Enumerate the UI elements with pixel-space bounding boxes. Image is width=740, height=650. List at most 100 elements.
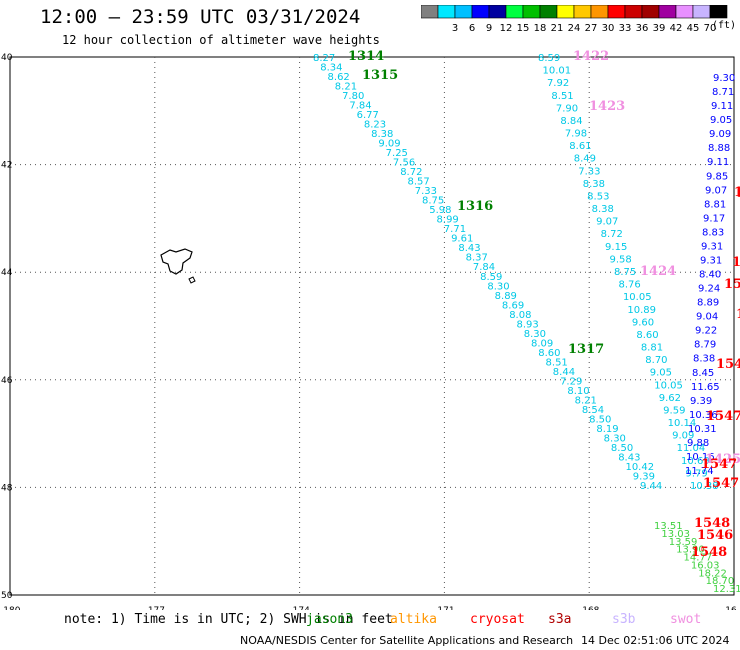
swh-value-label: 8.75 (422, 196, 444, 207)
lat-tick-label: 48 (1, 483, 13, 493)
swh-value-label: 7.56 (393, 158, 415, 169)
swh-value-label: 8.43 (618, 452, 640, 463)
swh-value-label: 9.61 (451, 234, 473, 245)
lon-tick-label: -16 (722, 606, 737, 610)
pass-number-label: 1425 (705, 452, 740, 467)
swh-value-label: 8.37 (466, 253, 488, 264)
swh-value-label: 7.80 (342, 91, 364, 102)
swh-value-label: 8.53 (587, 191, 609, 202)
pass-number-label: 154 (732, 255, 740, 270)
swh-value-label: 8.30 (524, 329, 546, 340)
swh-value-label: 8.62 (328, 72, 350, 83)
swh-value-label: 8.88 (708, 143, 730, 154)
swh-value-label: 7.84 (349, 101, 371, 112)
swh-value-label: 8.72 (400, 167, 422, 178)
swh-value-label: 9.59 (663, 405, 685, 416)
swh-value-label: 8.51 (551, 91, 573, 102)
colorbar-tick-label: 21 (551, 23, 564, 34)
pass-number-label: 1316 (457, 199, 493, 214)
colorbar-tick-label: 6 (469, 23, 475, 34)
swh-value-label: 10.36 (689, 410, 718, 421)
mission-altika: altika (390, 612, 437, 627)
credit-line: NOAA/NESDIS Center for Satellite Applica… (240, 634, 574, 647)
swh-value-label: 18.22 (698, 568, 727, 579)
swh-value-label: 7.84 (473, 262, 495, 273)
swh-value-label: 9.05 (710, 115, 732, 126)
colorbar-tick-label: 70 (704, 23, 717, 34)
swh-value-label: 9.22 (695, 326, 717, 337)
generated-date: 14 Dec 02:51:06 UTC 2024 (581, 634, 730, 647)
swh-value-label: 8.99 (437, 215, 459, 226)
mission-cryosat: cryosat (470, 612, 525, 627)
swh-value-label: 7.29 (560, 376, 582, 387)
swh-value-label: 9.17 (703, 213, 725, 224)
swh-value-label: 8.60 (538, 348, 560, 359)
swh-value-label: 8.51 (546, 357, 568, 368)
pass-number-label: 1548 (694, 516, 730, 531)
colorbar-tick-label: 18 (534, 23, 547, 34)
mission-s3b: s3b (612, 612, 636, 627)
swh-value-label: 8.21 (335, 82, 357, 93)
swh-value-label: 18.70 (706, 576, 735, 587)
swh-value-label: 10.89 (627, 305, 656, 316)
swh-value-label: 8.59 (538, 53, 560, 64)
swh-value-label: 13.90 (676, 545, 705, 556)
swh-value-label: 9.09 (709, 129, 731, 140)
pass-number-label: 154 (736, 307, 740, 322)
colorbar-tick-label: 12 (500, 23, 513, 34)
lat-tick-label: 42 (1, 161, 12, 171)
pass-number-label: 1548 (691, 545, 727, 560)
pass-number-label: 154 (716, 357, 740, 372)
swh-value-label: 8.40 (699, 270, 721, 281)
swh-value-label: 9.88 (687, 438, 709, 449)
swh-value-label: 9.09 (378, 139, 400, 150)
colorbar-tick-label: 45 (687, 23, 700, 34)
mission-swot: swot (670, 612, 702, 627)
swh-value-label: 8.75 (614, 267, 636, 278)
swh-value-label: 8.30 (604, 433, 626, 444)
swh-value-label: 10.38 (690, 481, 719, 492)
swh-value-label: 9.39 (633, 471, 655, 482)
swh-value-label: 8.89 (495, 291, 517, 302)
swh-value-label: 7.90 (556, 103, 578, 114)
colorbar-tick-label: 3 (452, 23, 458, 34)
swh-value-label: 9.11 (711, 101, 733, 112)
swh-value-label: 9.31 (700, 255, 722, 266)
swh-value-label: 10.42 (625, 462, 654, 473)
swh-value-label: 8.83 (702, 227, 724, 238)
swh-value-label: 7.33 (415, 186, 437, 197)
swh-value-label: 10.31 (688, 424, 717, 435)
colorbar-tick-label: 27 (585, 23, 598, 34)
swh-value-label: 8.38 (371, 129, 393, 140)
swh-value-label: 8.21 (575, 395, 597, 406)
swh-value-label: 8.54 (582, 405, 604, 416)
colorbar-swatch (709, 5, 728, 19)
swh-value-label: 9.24 (698, 284, 720, 295)
mission-jason3: jason3 (306, 612, 353, 627)
swh-value-label: 7.33 (578, 166, 600, 177)
pass-number-label: 1547 (701, 457, 737, 472)
pass-number-label: 1423 (589, 99, 625, 114)
pass-number-label: 1546 (697, 528, 733, 543)
swh-value-label: 8.09 (531, 338, 553, 349)
wave-height-map: -180-177-174-171-168-164042444648508.278… (0, 49, 740, 610)
colorbar-tick-label: 30 (602, 23, 615, 34)
swh-value-label: 16.03 (691, 560, 720, 571)
lat-tick-label: 46 (1, 376, 13, 386)
lat-tick-label: 40 (1, 53, 13, 63)
swh-value-label: 11.65 (691, 382, 720, 393)
swh-value-label: 7.25 (386, 148, 408, 159)
colorbar-tick-label: 9 (486, 23, 492, 34)
swh-value-label: 8.27 (313, 53, 335, 64)
swh-value-label: 8.19 (596, 424, 618, 435)
swh-value-label: 8.38 (693, 354, 715, 365)
swh-value-label: 10.16 (686, 452, 715, 463)
swh-value-label: 8.49 (574, 154, 596, 165)
swh-value-label: 8.89 (697, 298, 719, 309)
swh-value-label: 8.61 (569, 141, 591, 152)
swh-value-label: 7.92 (547, 78, 569, 89)
lat-tick-label: 50 (1, 591, 13, 601)
swh-value-label: 9.31 (701, 241, 723, 252)
colorbar-tick-label: 39 (653, 23, 666, 34)
swh-value-label: 8.10 (567, 386, 589, 397)
